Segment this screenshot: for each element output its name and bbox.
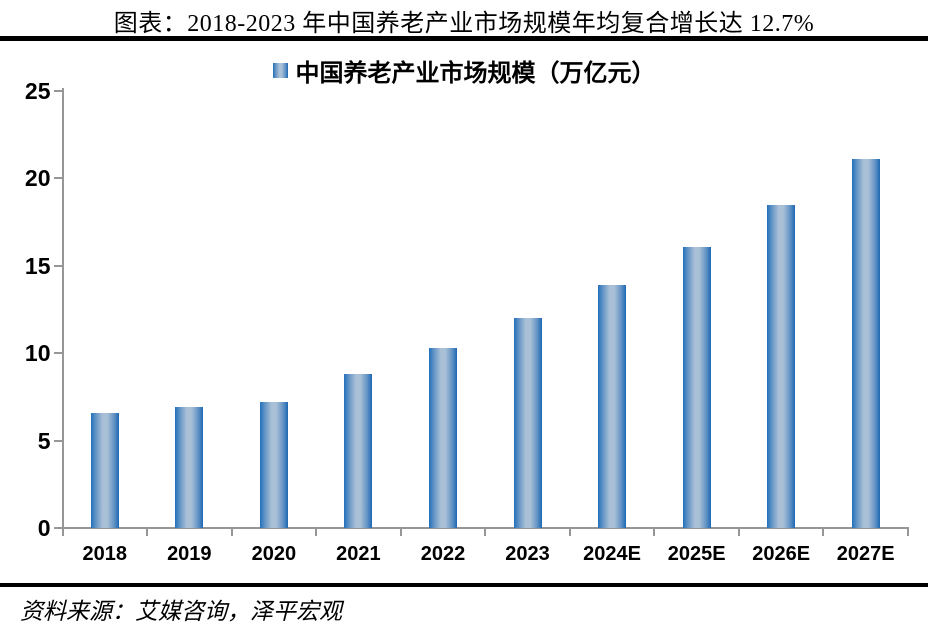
x-tick-label: 2021 <box>336 543 381 565</box>
y-axis-line <box>61 88 64 530</box>
y-tick-label: 25 <box>24 78 51 104</box>
x-axis-tick <box>822 528 825 536</box>
x-axis-tick <box>568 528 571 536</box>
chart-legend: 中国养老产业市场规模（万亿元） <box>0 56 928 87</box>
x-tick-label: 2018 <box>82 543 128 565</box>
x-tick-label: 2025E <box>667 543 726 565</box>
bar-2022 <box>428 347 457 528</box>
x-axis-tick <box>653 528 656 536</box>
bar-2019 <box>175 407 204 528</box>
top-divider <box>0 36 928 41</box>
y-axis-tick <box>53 527 62 529</box>
y-axis-tick <box>53 352 62 355</box>
x-axis-tick <box>146 528 149 536</box>
x-axis-tick <box>61 528 64 536</box>
data-source-note: 资料来源：艾媒咨询，泽平宏观 <box>20 599 342 624</box>
legend-swatch-icon <box>272 62 288 78</box>
y-tick-label: 15 <box>24 252 51 279</box>
x-axis-tick <box>484 528 487 536</box>
bar-2021 <box>344 374 373 528</box>
bar-2024E <box>598 285 627 528</box>
x-tick-label: 2026E <box>752 543 811 565</box>
y-tick-label: 0 <box>37 515 51 541</box>
bar-2023 <box>513 318 542 528</box>
x-tick-label: 2027E <box>836 543 895 565</box>
bar-2027E <box>851 159 880 528</box>
x-axis-tick <box>315 528 318 536</box>
x-tick-label: 2024E <box>583 543 641 565</box>
bar-2018 <box>90 412 119 528</box>
x-tick-label: 2023 <box>505 543 550 565</box>
y-axis-tick <box>53 439 62 442</box>
legend-label: 中国养老产业市场规模（万亿元） <box>295 60 656 87</box>
chart-title: 图表：2018-2023 年中国养老产业市场规模年均复合增长达 12.7% <box>113 11 815 37</box>
bar-2020 <box>259 402 288 528</box>
y-axis-tick <box>53 90 62 92</box>
x-tick-label: 2020 <box>251 543 297 565</box>
y-tick-label: 10 <box>24 340 51 367</box>
x-axis-tick <box>737 528 740 536</box>
y-axis-tick <box>53 177 62 180</box>
x-tick-label: 2022 <box>420 543 466 565</box>
x-axis-tick <box>399 528 402 536</box>
x-tick-label: 2019 <box>167 543 212 565</box>
bar-2026E <box>767 204 796 528</box>
x-axis-tick <box>230 528 233 536</box>
y-axis-tick <box>53 264 62 267</box>
y-tick-label: 20 <box>24 165 51 192</box>
bottom-divider <box>0 583 928 587</box>
bar-2025E <box>682 246 711 528</box>
y-tick-label: 5 <box>37 427 51 454</box>
x-axis-tick <box>907 528 909 536</box>
